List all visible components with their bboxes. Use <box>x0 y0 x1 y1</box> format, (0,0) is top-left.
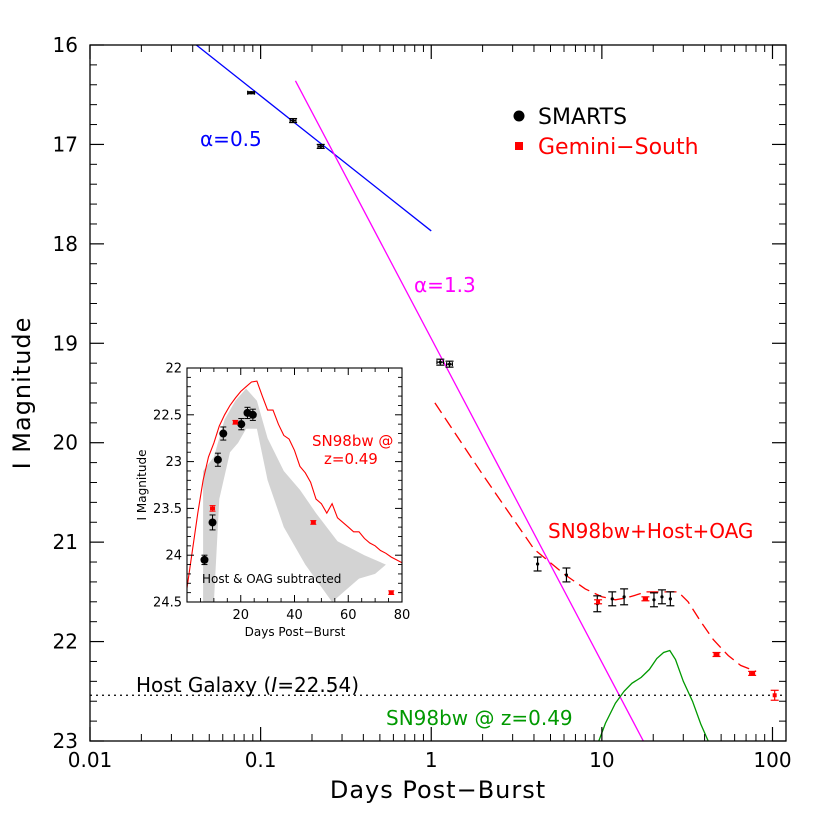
sn98bw-z049-curve <box>598 649 709 741</box>
host-galaxy-prefix: Host Galaxy ( <box>136 673 271 697</box>
x-tick-label: 0.1 <box>245 748 277 772</box>
x-tick-label: 1 <box>425 748 438 772</box>
alpha-1.3-line <box>294 80 644 741</box>
smarts-point <box>657 589 666 605</box>
inset-x-tick-label: 80 <box>394 608 411 623</box>
y-tick-label: 20 <box>53 431 78 455</box>
legend-smarts-label: SMARTS <box>538 105 627 130</box>
y-tick-label: 18 <box>53 232 78 256</box>
inset-y-tick-label: 22 <box>165 362 182 377</box>
inset-y-axis-title: I Magnitude <box>135 450 149 521</box>
smarts-point <box>666 591 675 607</box>
inset-y-tick-label: 22.5 <box>153 408 182 423</box>
inset-smarts-point <box>219 426 228 441</box>
smarts-point <box>316 143 325 150</box>
y-tick-label: 19 <box>53 331 78 355</box>
legend-smarts-marker <box>513 110 525 122</box>
alpha-1.3-label: α=1.3 <box>414 273 476 297</box>
gemini-point <box>594 599 603 605</box>
inset-tick-labels: 20 40 60 80 22 22.5 23 23.5 24 24.5 <box>153 362 410 624</box>
tick-labels: 0.01 0.1 1 10 100 16 17 18 19 20 21 22 23 <box>53 33 792 772</box>
inset-y-tick-label: 24.5 <box>153 596 182 611</box>
inset-x-tick-label: 60 <box>340 608 357 623</box>
y-tick-label: 17 <box>53 132 78 156</box>
inset-smarts-point <box>208 514 217 531</box>
main-chart: 0.01 0.1 1 10 100 16 17 18 19 20 21 22 23 Days Post−… <box>8 33 792 804</box>
inset-curve <box>187 380 402 589</box>
smarts-point <box>445 360 454 368</box>
legend-gemini-label: Gemini−South <box>538 135 699 160</box>
host-galaxy-italic-I: I <box>271 673 277 697</box>
inset-sn98bw-curve <box>187 380 402 589</box>
inset-gemini-point <box>388 590 395 596</box>
x-tick-label: 10 <box>589 748 614 772</box>
inset-smarts-point <box>237 418 246 431</box>
alpha-0.5-line <box>195 45 432 232</box>
sn98bw-green-label: SN98bw @ z=0.49 <box>386 706 573 730</box>
inset-axis-ticks <box>187 367 403 603</box>
inset-sn98bw-label-line2: z=0.49 <box>324 450 378 468</box>
host-galaxy-suffix: =22.54) <box>277 673 359 697</box>
gemini-point <box>641 596 650 602</box>
x-tick-label: 100 <box>753 748 791 772</box>
inset-gray-band <box>203 388 386 602</box>
inset-data-points <box>200 406 395 596</box>
y-tick-label: 22 <box>53 630 78 654</box>
inset-sn98bw-label-line1: SN98bw @ <box>312 432 393 450</box>
smarts-point <box>247 90 256 95</box>
inset-smarts-point <box>200 554 209 566</box>
inset-y-tick-label: 23.5 <box>153 502 182 517</box>
sn98bw-host-oag-label: SN98bw+Host+OAG <box>548 519 753 543</box>
inset-smarts-point <box>213 452 222 467</box>
model-lines <box>195 45 644 741</box>
smarts-point <box>289 117 298 124</box>
smarts-point <box>608 591 617 607</box>
y-tick-label: 21 <box>53 530 78 554</box>
inset-x-axis-title: Days Post−Burst <box>245 625 346 639</box>
gemini-point <box>748 670 757 676</box>
inset-y-tick-label: 23 <box>165 455 182 470</box>
x-axis-title: Days Post−Burst <box>330 776 546 804</box>
inset-title: Host & OAG subtracted <box>202 572 341 586</box>
smarts-point <box>562 567 571 583</box>
model-curves <box>434 402 757 741</box>
alpha-0.5-label: α=0.5 <box>200 127 262 151</box>
y-axis-title: I Magnitude <box>8 317 36 470</box>
legend: SMARTS Gemini−South <box>513 105 699 160</box>
plot-frame <box>89 44 787 742</box>
inset-gemini-point <box>232 419 239 425</box>
inset-y-tick-label: 24 <box>165 549 182 564</box>
smarts-point <box>649 592 658 608</box>
legend-gemini-marker <box>515 142 523 150</box>
inset-chart: 20 40 60 80 22 22.5 23 23.5 24 24.5 Days Post−Bur… <box>135 362 410 640</box>
inset-smarts-point <box>248 408 257 421</box>
smarts-point <box>533 556 542 572</box>
gemini-point <box>712 651 721 658</box>
inset-x-tick-label: 40 <box>286 608 303 623</box>
gemini-point <box>770 689 779 701</box>
smarts-point <box>620 588 629 606</box>
inset-x-tick-label: 20 <box>232 608 249 623</box>
axis-ticks <box>89 44 786 742</box>
y-tick-label: 16 <box>53 33 78 57</box>
x-tick-label: 0.01 <box>68 748 113 772</box>
inset-gemini-point <box>310 520 317 525</box>
data-points <box>247 90 779 701</box>
host-galaxy-label: Host Galaxy (I=22.54) <box>136 673 359 697</box>
smarts-point <box>436 358 445 366</box>
inset-band <box>203 388 386 602</box>
y-tick-label: 23 <box>53 729 78 753</box>
inset-gemini-point <box>209 505 216 512</box>
sn98bw-host-oag-curve <box>434 402 757 673</box>
